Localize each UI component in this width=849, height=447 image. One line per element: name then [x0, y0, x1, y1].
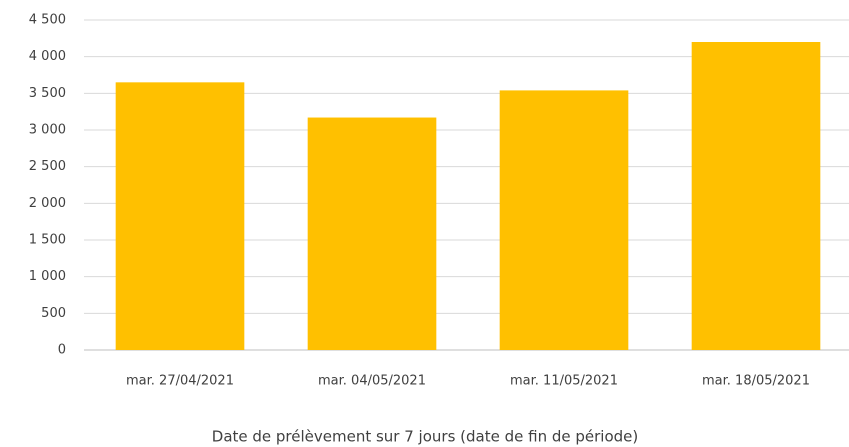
x-tick-label: mar. 11/05/2021	[510, 374, 618, 389]
bar	[115, 82, 245, 350]
y-tick-label: 1 000	[29, 269, 66, 284]
y-tick-label: 3 500	[29, 86, 66, 101]
y-tick-label: 1 500	[29, 233, 66, 248]
bar	[307, 117, 437, 351]
y-tick-label: 500	[41, 306, 66, 321]
x-tick-label: mar. 04/05/2021	[318, 374, 426, 389]
x-axis-title: Date de prélèvement sur 7 jours (date de…	[212, 428, 638, 446]
y-tick-label: 2 500	[29, 159, 66, 174]
bar	[691, 42, 821, 350]
y-tick-label: 3 000	[29, 123, 66, 138]
y-tick-label: 0	[58, 343, 66, 358]
y-tick-label: 2 000	[29, 196, 66, 211]
bar	[499, 90, 629, 351]
y-tick-label: 4 000	[29, 49, 66, 64]
x-tick-label: mar. 27/04/2021	[126, 374, 234, 389]
x-tick-label: mar. 18/05/2021	[702, 374, 810, 389]
y-tick-label: 4 500	[29, 13, 66, 28]
